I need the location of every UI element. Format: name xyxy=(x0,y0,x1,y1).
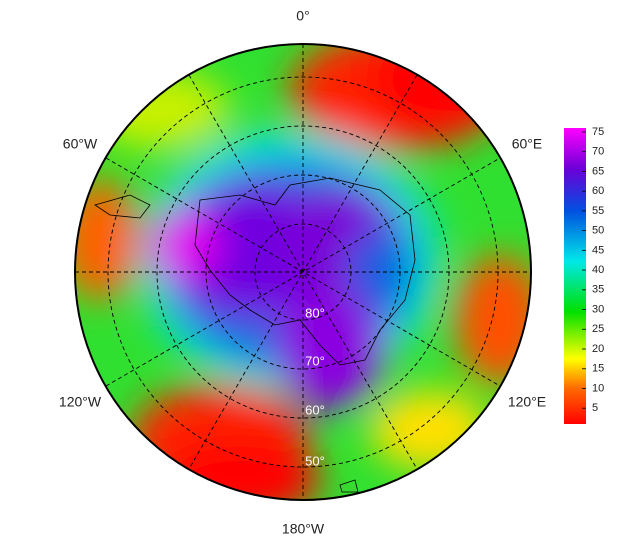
longitude-label: 180°W xyxy=(282,521,325,537)
colorbar-tick-label: 50 xyxy=(592,225,604,237)
longitude-label: 120°E xyxy=(508,394,546,410)
longitude-label: 120°W xyxy=(59,394,102,410)
longitude-label: 60°W xyxy=(63,136,98,152)
latitude-label: 50° xyxy=(305,453,325,468)
colorbar-tick-label: 35 xyxy=(592,284,604,296)
colorbar-tick-label: 55 xyxy=(592,205,604,217)
colorbar-tick-label: 60 xyxy=(592,185,604,197)
colorbar-tick-label: 15 xyxy=(592,363,604,375)
latitude-label: 80° xyxy=(305,305,325,320)
latitude-label: 60° xyxy=(305,402,325,417)
colorbar-tick-label: 65 xyxy=(592,165,604,177)
colorbar-tick-label: 5 xyxy=(592,402,598,414)
longitude-label: 60°E xyxy=(512,136,543,152)
latitude-label: 70° xyxy=(305,353,325,368)
colorbar-tick-label: 30 xyxy=(592,303,604,315)
colorbar-tick-label: 10 xyxy=(592,382,604,394)
ozone-field xyxy=(75,44,531,500)
map-border xyxy=(74,43,532,501)
longitude-label: 0° xyxy=(296,8,309,24)
colorbar xyxy=(564,128,586,424)
colorbar-tick-label: 40 xyxy=(592,264,604,276)
colorbar-tick-label: 75 xyxy=(592,126,604,138)
colorbar-tick-label: 70 xyxy=(592,146,604,158)
colorbar-tick-label: 45 xyxy=(592,244,604,256)
colorbar-tick-label: 20 xyxy=(592,343,604,355)
graticule xyxy=(75,44,531,500)
colorbar-tick-label: 25 xyxy=(592,323,604,335)
